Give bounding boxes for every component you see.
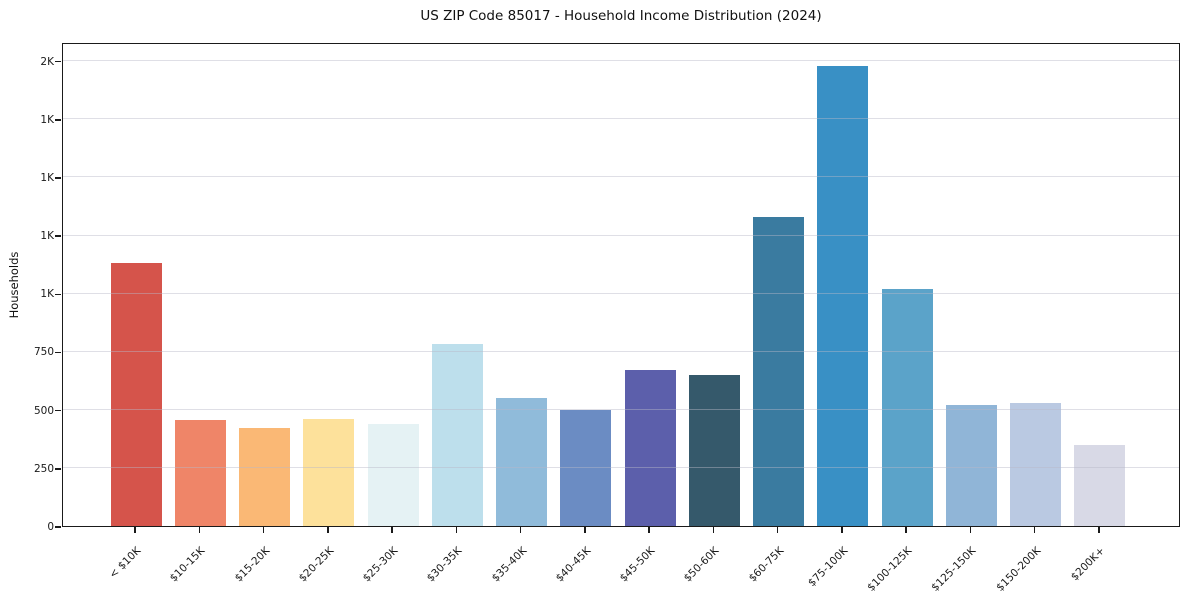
x-tick-label-text: $50-60K: [681, 544, 722, 585]
bar: [945, 405, 997, 526]
y-tick-mark: [55, 409, 61, 412]
bar: [496, 398, 547, 526]
x-tick-mark: [841, 527, 843, 533]
y-tick-label: 500: [33, 404, 54, 417]
y-axis-label: Households: [7, 251, 21, 319]
gridline: [63, 350, 1179, 352]
x-tick-label-text: $150-200K: [993, 544, 1043, 594]
y-tick-label: 2K: [40, 55, 54, 68]
gridline: [63, 234, 1179, 236]
x-tick-mark: [134, 527, 136, 533]
x-tick-mark: [391, 527, 393, 533]
bar: [431, 344, 483, 526]
x-tick-mark: [648, 527, 650, 533]
chart-title: US ZIP Code 85017 - Household Income Dis…: [420, 8, 822, 24]
gridline: [63, 292, 1179, 294]
x-tick-label-text: $125-150K: [929, 544, 979, 594]
y-tick-label: 750: [33, 346, 54, 359]
bar: [303, 419, 355, 526]
x-tick-label-text: $15-20K: [232, 544, 272, 585]
y-tick-mark: [55, 60, 61, 63]
x-tick-mark: [905, 527, 907, 533]
x-tick-mark: [776, 527, 779, 533]
bar: [110, 263, 162, 526]
x-tick-mark: [1033, 527, 1036, 533]
y-tick-mark: [55, 177, 61, 179]
bar: [817, 66, 869, 526]
x-tick-mark: [712, 527, 714, 533]
x-tick-mark: [584, 527, 586, 533]
gridline: [63, 409, 1179, 411]
x-tick-mark: [455, 527, 457, 533]
y-tick-mark: [55, 293, 61, 296]
x-tick-label-text: $25-30K: [360, 544, 401, 585]
x-tick-label-text: $30-35K: [424, 544, 465, 585]
x-tick-mark: [262, 527, 265, 533]
gridline: [63, 467, 1179, 469]
x-tick-mark: [519, 527, 522, 533]
x-tick-label-text: < $10K: [107, 544, 144, 581]
bar: [881, 289, 933, 526]
gridline: [63, 176, 1179, 178]
bar: [560, 410, 612, 526]
bar: [1010, 403, 1061, 526]
x-tick-label-text: $40-45K: [553, 544, 593, 585]
bar: [1074, 445, 1126, 526]
bar: [624, 370, 676, 526]
x-tick-label-text: $100-125K: [865, 544, 915, 594]
y-tick-label: 1K: [40, 288, 54, 301]
y-tick-mark: [55, 351, 61, 354]
x-tick-label-text: $45-50K: [617, 544, 658, 585]
plot-area: [62, 43, 1180, 527]
y-tick-mark: [55, 235, 61, 237]
y-tick-mark: [55, 119, 61, 121]
y-tick-label: 250: [33, 462, 54, 475]
x-tick-mark: [198, 527, 200, 533]
x-tick-mark: [327, 527, 329, 533]
y-tick-label: 0: [47, 521, 54, 533]
y-tick-mark: [55, 526, 61, 528]
gridline: [63, 118, 1179, 120]
bar: [367, 424, 419, 526]
x-tick-label-text: $10-15K: [167, 544, 208, 585]
x-tick-label-text: $35-40K: [489, 544, 529, 585]
x-tick-label-text: $20-25K: [296, 544, 336, 585]
x-tick-label-text: $200K+: [1068, 544, 1107, 584]
bar: [753, 217, 804, 526]
x-tick-mark: [1098, 527, 1100, 533]
x-tick-mark: [969, 527, 971, 533]
y-tick-mark: [55, 468, 61, 470]
y-tick-label: 1K: [40, 171, 54, 184]
bar: [239, 428, 290, 526]
y-tick-label: 1K: [40, 230, 54, 243]
y-tick-label: 1K: [40, 113, 54, 126]
bar: [688, 375, 740, 526]
x-tick-label-text: $75-100K: [805, 544, 850, 590]
bar: [174, 420, 226, 526]
gridline: [63, 60, 1179, 62]
x-tick-label-text: $60-75K: [746, 544, 786, 585]
